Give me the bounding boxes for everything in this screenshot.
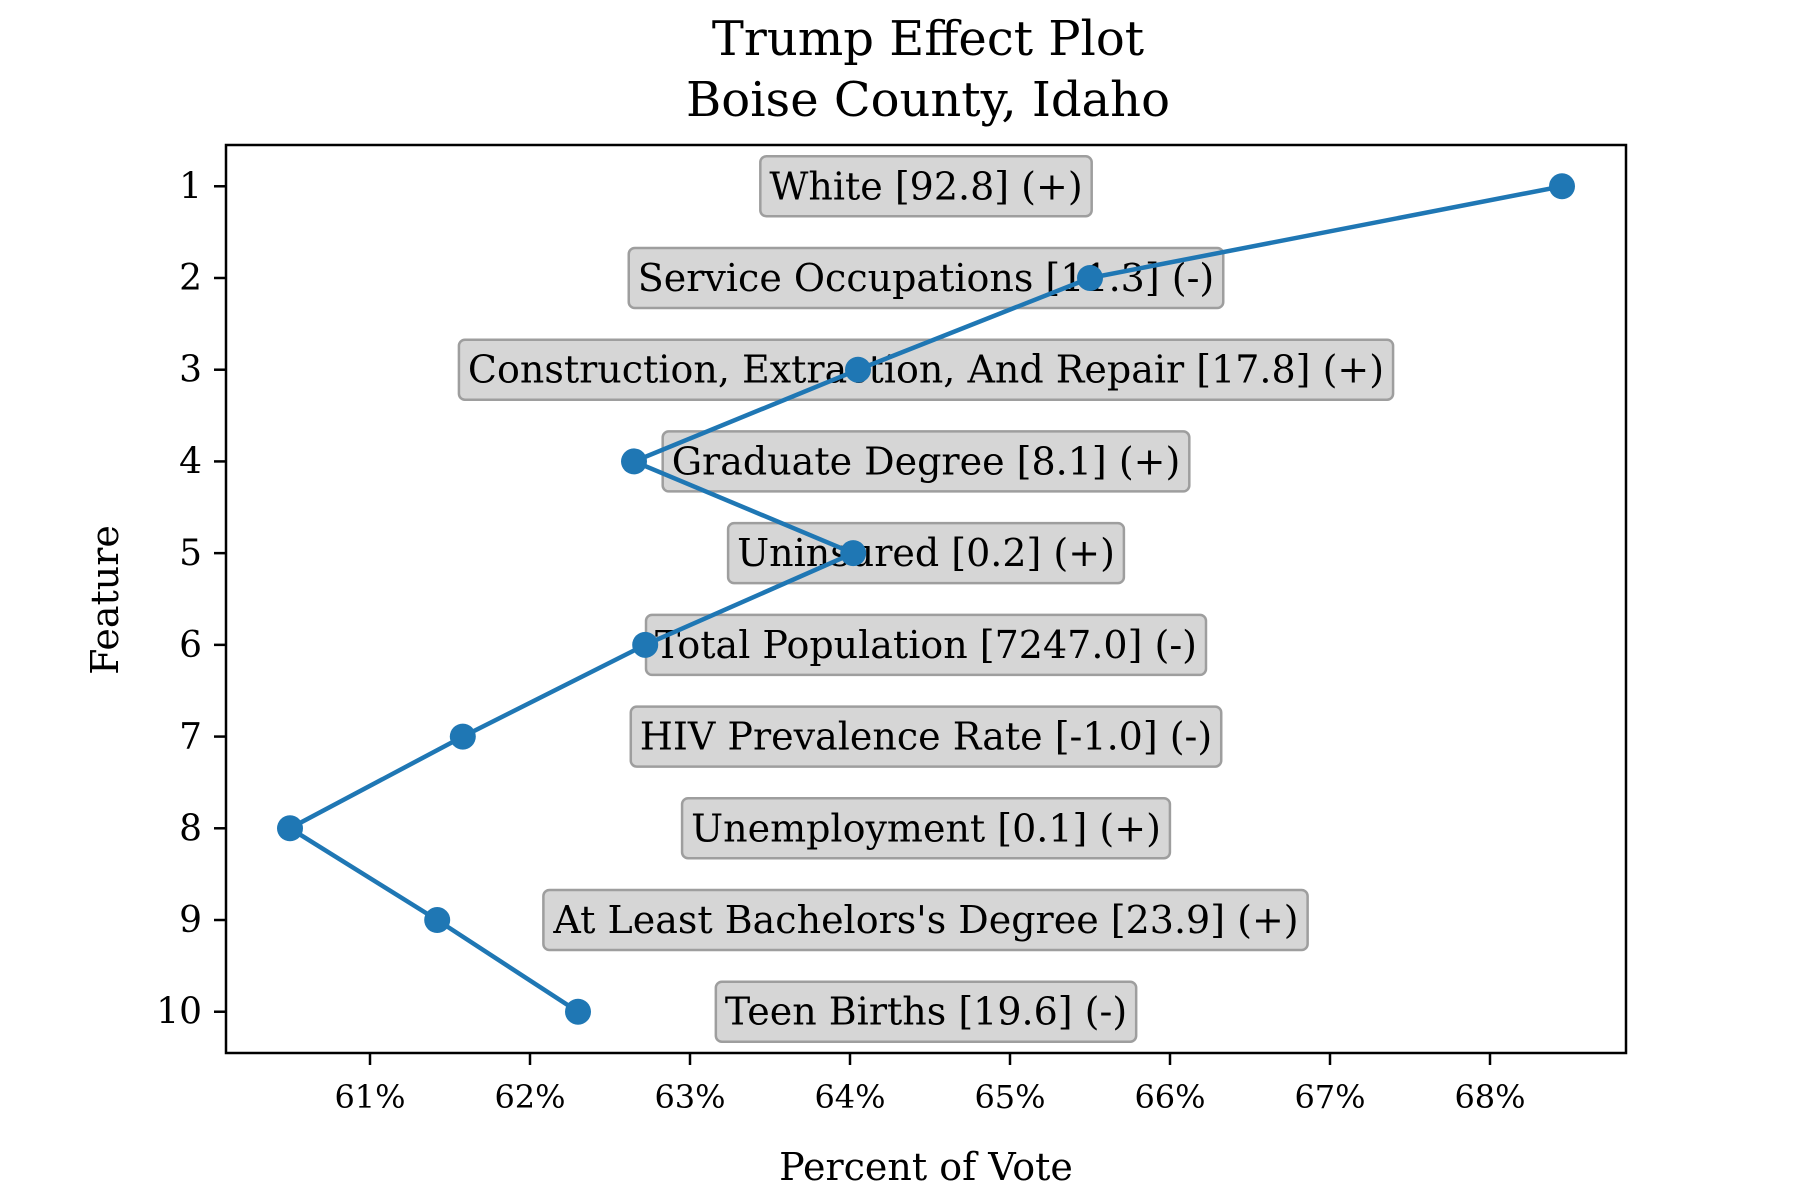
- annotation-label: Service Occupations [11.3] (-): [627, 246, 1225, 310]
- y-tick-label: 4: [179, 441, 202, 482]
- annotation-text: Uninsured [0.2] (+): [737, 531, 1115, 575]
- y-axis-label: Feature: [83, 525, 127, 675]
- data-point: [565, 998, 591, 1025]
- annotation-box: [726, 521, 1126, 585]
- x-tick-label: 62%: [494, 1078, 565, 1116]
- annotation-box: [680, 797, 1172, 860]
- annotation-box: [542, 888, 1309, 952]
- chart-subtitle: Boise County, Idaho: [686, 72, 1170, 128]
- annotation-box: [627, 246, 1225, 310]
- annotation-label: At Least Bachelors's Degree [23.9] (+): [542, 888, 1309, 952]
- x-axis-label: Percent of Vote: [779, 1145, 1073, 1189]
- series-layer: [277, 173, 1575, 1025]
- data-point: [449, 723, 476, 750]
- annotation-box: [661, 430, 1191, 493]
- data-point: [277, 815, 303, 842]
- y-tick-label: 3: [179, 350, 202, 391]
- data-point: [424, 907, 451, 934]
- annotation-text: HIV Prevalence Rate [-1.0] (-): [640, 715, 1212, 759]
- annotation-text: White [92.8] (+): [769, 164, 1082, 208]
- annotation-label: Uninsured [0.2] (+): [726, 521, 1126, 585]
- data-point: [1549, 173, 1575, 200]
- annotation-box: [629, 705, 1223, 768]
- plot-area-frame: [224, 143, 1628, 1055]
- annotation-text: Construction, Extraction, And Repair [17…: [468, 348, 1384, 392]
- data-point: [621, 448, 647, 475]
- series-line: [287, 184, 1563, 1014]
- chart-title: Trump Effect Plot: [712, 11, 1144, 67]
- annotation-label: Graduate Degree [8.1] (+): [661, 430, 1191, 493]
- annotation-label: Total Population [7247.0] (-): [644, 613, 1208, 677]
- annotation-label: Unemployment [0.1] (+): [680, 797, 1172, 860]
- x-axis: 61% 62% 63% 64% 65% 66% 67% 68%: [334, 1053, 1526, 1116]
- y-tick-label: 8: [179, 808, 202, 849]
- y-tick-label: 2: [179, 258, 202, 299]
- data-point: [845, 356, 871, 383]
- annotation-text: Teen Births [19.6] (-): [725, 990, 1127, 1034]
- annotation-box: [457, 338, 1395, 401]
- y-tick-label: 6: [179, 625, 202, 666]
- x-tick-label: 63%: [654, 1078, 725, 1116]
- annotation-label: HIV Prevalence Rate [-1.0] (-): [629, 705, 1223, 768]
- annotation-box: [759, 155, 1093, 218]
- data-point: [1077, 264, 1103, 291]
- x-tick-label: 67%: [1294, 1078, 1365, 1116]
- y-tick-label: 1: [179, 166, 202, 207]
- annotation-text: At Least Bachelors's Degree [23.9] (+): [552, 898, 1298, 942]
- data-point: [632, 631, 659, 658]
- data-point: [840, 540, 867, 567]
- x-tick-label: 66%: [1134, 1078, 1205, 1116]
- y-tick-label: 5: [179, 533, 202, 574]
- y-axis: 1 2 3 4 5 6 7 8 9 10: [156, 166, 226, 1033]
- annotation-text: Total Population [7247.0] (-): [655, 623, 1197, 667]
- annotation-label: Teen Births [19.6] (-): [714, 980, 1138, 1043]
- y-tick-label: 10: [156, 992, 202, 1033]
- x-tick-label: 61%: [334, 1078, 405, 1116]
- x-tick-label: 68%: [1454, 1078, 1525, 1116]
- annotation-label: Construction, Extraction, And Repair [17…: [457, 338, 1395, 401]
- y-tick-label: 9: [179, 900, 202, 941]
- annotation-text: Graduate Degree [8.1] (+): [672, 439, 1181, 483]
- annotation-text: Unemployment [0.1] (+): [691, 806, 1161, 850]
- annotation-text: Service Occupations [11.3] (-): [638, 256, 1215, 300]
- y-tick-label: 7: [179, 717, 202, 758]
- annotation-label: White [92.8] (+): [759, 155, 1093, 218]
- x-tick-label: 64%: [814, 1078, 885, 1116]
- x-tick-label: 65%: [974, 1078, 1045, 1116]
- annotation-layer: White [92.8] (+) Service Occupations [11.…: [457, 155, 1395, 1043]
- annotation-box: [714, 980, 1138, 1043]
